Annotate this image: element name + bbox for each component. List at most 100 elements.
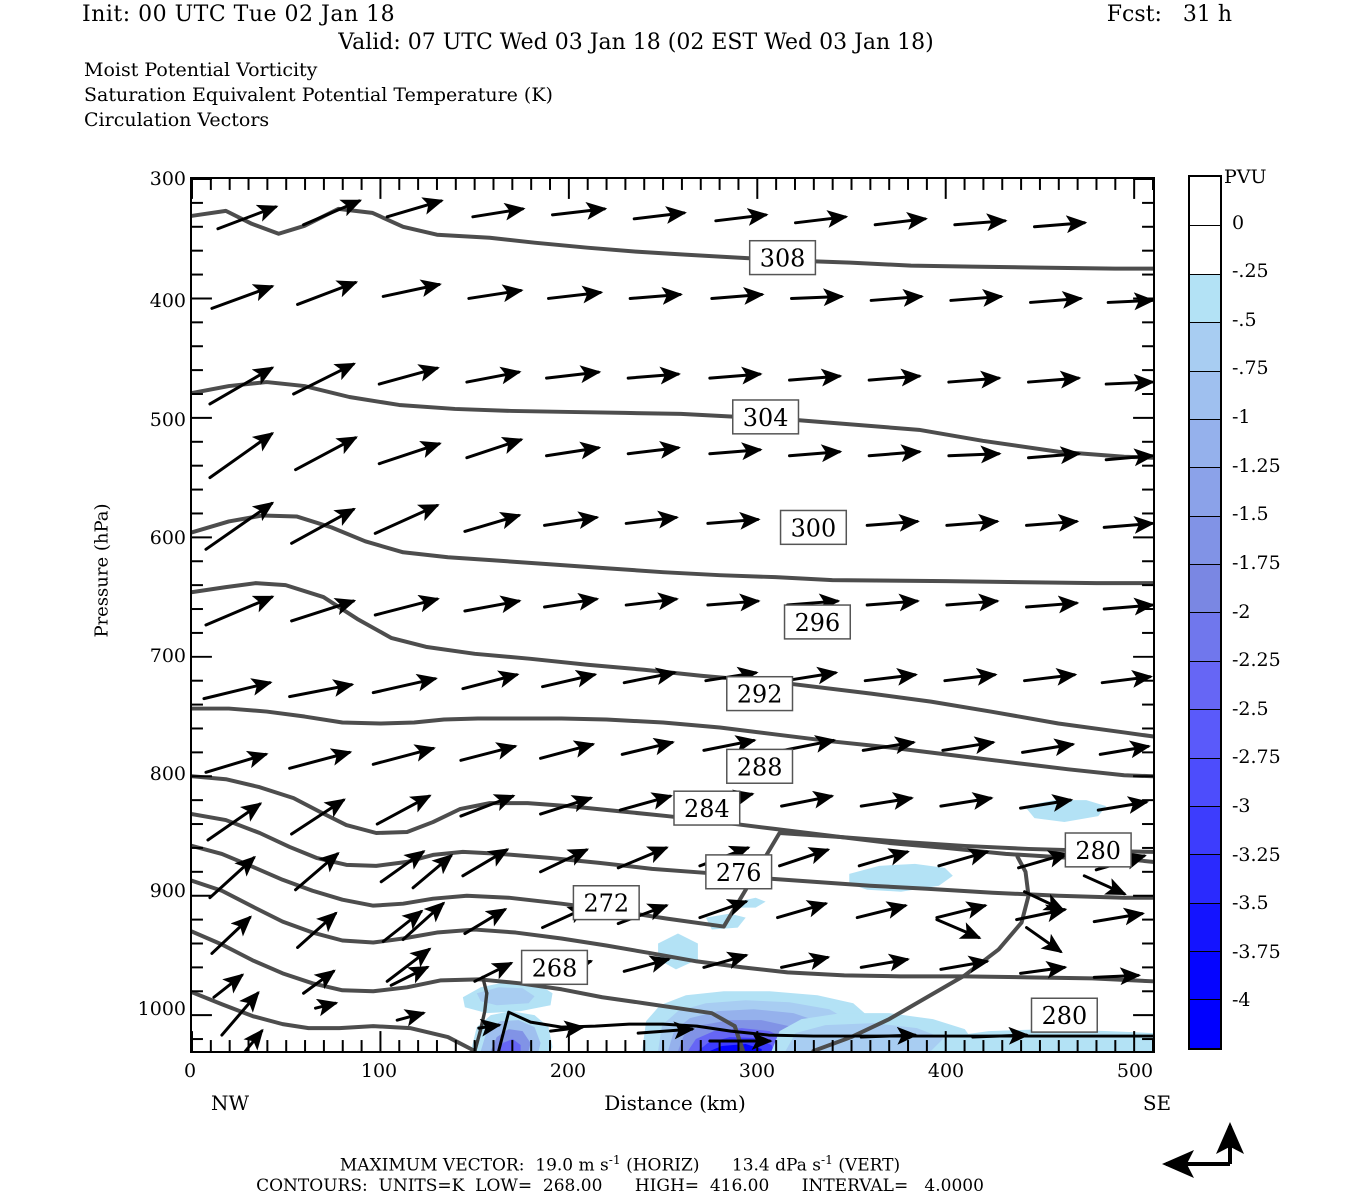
colorbar-tick-14: -3.5 [1232,892,1269,915]
subtitle-moist-potential-vorticity: Moist Potential Vorticity [84,59,318,81]
svg-text:304: 304 [743,404,789,432]
svg-text:268: 268 [532,954,578,982]
svg-text:280: 280 [1042,1002,1088,1030]
colorbar-band-17 [1190,999,1220,1048]
svg-text:284: 284 [684,795,730,823]
pvu-colorbar [1188,175,1222,1050]
colorbar-band-7 [1190,515,1220,564]
colorbar-tick-7: -1.75 [1232,551,1281,574]
colorbar-tick-10: -2.5 [1232,697,1269,720]
reference-vector-icon [1162,1122,1244,1178]
contour-label-268: 268 [520,949,589,986]
ytick-300: 300 [149,168,186,190]
theta-es-contours [192,206,1153,1051]
xtick-100: 100 [360,1060,398,1082]
svg-text:296: 296 [795,609,841,637]
xtick-200: 200 [549,1060,587,1082]
plot-canvas: 308 304 300 296 292 288 284 280 276 272 … [192,179,1153,1051]
contour-label-280-surface: 280 [1030,997,1098,1033]
colorbar-band-16 [1190,951,1220,1000]
init-time-label: Init: 00 UTC Tue 02 Jan 18 [82,2,396,27]
colorbar-tick-2: -.5 [1232,308,1257,331]
colorbar-tick-5: -1.25 [1232,454,1281,477]
ytick-600: 600 [149,527,186,549]
contour-label-276: 276 [705,854,773,890]
contour-label-288: 288 [726,748,794,784]
max-vector-line: MAXIMUM VECTOR: 19.0 m s-1 (HORIZ) 13.4 … [0,1153,1240,1176]
svg-text:308: 308 [760,245,806,273]
contour-labels: 308 304 300 296 292 288 284 280 276 272 … [520,239,1132,1033]
contour-label-308: 308 [748,239,817,276]
svg-text:280: 280 [1075,837,1121,865]
colorbar-band-13 [1190,805,1220,855]
colorbar-tick-12: -3 [1232,794,1251,817]
valid-time-label: Valid: 07 UTC Wed 03 Jan 18 (02 EST Wed … [338,30,934,55]
max-vector-label: MAXIMUM VECTOR: [339,1155,525,1176]
ytick-400: 400 [149,290,186,312]
max-vector-horiz-value: 19.0 m s [535,1155,609,1176]
colorbar-tick-6: -1.5 [1232,503,1269,526]
colorbar-band-5 [1190,418,1220,468]
colorbar-tick-16: -4 [1232,989,1251,1012]
colorbar-tick-0: 0 [1232,211,1245,234]
colorbar-band-2 [1190,273,1220,323]
colorbar-band-0 [1190,177,1220,226]
contour-label-296: 296 [783,604,852,640]
axis-ticks [192,179,1153,1051]
ytick-500: 500 [149,409,186,431]
colorbar-tick-9: -2.25 [1232,649,1281,672]
colorbar-band-15 [1190,902,1220,951]
cross-section-plot: 308 304 300 296 292 288 284 280 276 272 … [190,177,1155,1053]
colorbar-tick-3: -.75 [1232,357,1269,380]
colorbar-unit-label: PVU [1224,166,1267,188]
colorbar-band-1 [1190,225,1220,274]
colorbar-tick-15: -3.75 [1232,940,1281,963]
xtick-500: 500 [1116,1060,1154,1082]
colorbar-band-11 [1190,709,1220,758]
subtitle-saturation-theta-e: Saturation Equivalent Potential Temperat… [84,84,553,106]
colorbar-tick-8: -2 [1232,600,1251,623]
max-vector-horiz-exponent: -1 [608,1153,621,1167]
colorbar-band-10 [1190,660,1220,710]
ytick-900: 900 [149,880,186,902]
svg-text:272: 272 [583,890,629,918]
xtick-0: 0 [183,1060,197,1082]
forecast-hour-label: Fcst: 31 h [1106,2,1232,27]
colorbar-band-8 [1190,564,1220,613]
colorbar-tick-11: -2.75 [1232,746,1281,769]
ytick-700: 700 [149,645,186,667]
contour-label-280-mid: 280 [1064,832,1132,868]
svg-text:288: 288 [737,753,783,781]
x-axis-title: Distance (km) [604,1091,746,1115]
direction-label-nw: NW [210,1091,250,1115]
xtick-300: 300 [738,1060,776,1082]
y-axis-title: Pressure (hPa) [91,503,113,638]
colorbar-band-3 [1190,322,1220,371]
ytick-1000: 1000 [137,998,186,1020]
max-vector-vert-tag: (VERT) [832,1155,901,1176]
direction-label-se: SE [1142,1091,1172,1115]
contour-label-284: 284 [673,790,741,826]
svg-text:292: 292 [737,681,783,709]
max-vector-vert-exponent: -1 [820,1153,833,1167]
max-vector-horiz-tag: (HORIZ) [620,1155,700,1176]
colorbar-tick-13: -3.25 [1232,843,1281,866]
ytick-800: 800 [149,763,186,785]
colorbar-band-14 [1190,854,1220,903]
max-vector-vert-value: 13.4 dPa s [731,1155,821,1176]
circulation-vectors [202,197,1153,1051]
svg-text:300: 300 [791,514,837,542]
contours-info-line: CONTOURS: UNITS=K LOW= 268.00 HIGH= 416.… [256,1176,984,1196]
contour-label-292: 292 [726,675,794,712]
contour-label-300: 300 [779,509,848,546]
svg-text:276: 276 [716,859,762,887]
colorbar-band-12 [1190,757,1220,806]
contour-label-272: 272 [572,885,640,921]
colorbar-band-9 [1190,612,1220,661]
colorbar-tick-4: -1 [1232,406,1251,429]
subtitle-circulation-vectors: Circulation Vectors [84,109,270,131]
xtick-400: 400 [927,1060,965,1082]
contour-label-304: 304 [732,399,800,435]
colorbar-tick-1: -.25 [1232,260,1269,283]
colorbar-band-4 [1190,370,1220,419]
